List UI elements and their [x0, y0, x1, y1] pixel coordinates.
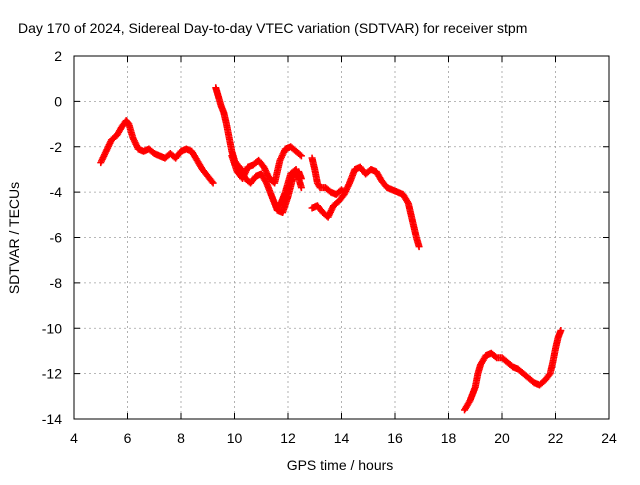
y-tick-label: -2	[50, 139, 63, 155]
x-tick-label: 6	[124, 430, 132, 446]
x-tick-label: 24	[601, 430, 617, 446]
series-segment-1	[97, 117, 217, 187]
x-tick-label: 12	[280, 430, 296, 446]
y-tick-label: -8	[50, 275, 63, 291]
x-tick-label: 14	[334, 430, 350, 446]
data-point	[208, 178, 216, 186]
data-point	[415, 243, 423, 251]
y-tick-label: -6	[50, 230, 63, 246]
data-point	[557, 327, 565, 335]
data-point	[297, 152, 305, 160]
series-segment-3	[228, 143, 305, 187]
x-tick-label: 20	[494, 430, 510, 446]
x-tick-label: 4	[70, 430, 78, 446]
x-tick-label: 18	[441, 430, 457, 446]
x-tick-label: 16	[387, 430, 403, 446]
chart-title: Day 170 of 2024, Sidereal Day-to-day VTE…	[18, 20, 527, 36]
y-tick-label: 0	[54, 93, 62, 109]
axes: 4 6 8 10 12 14 16 18 20 22 24 -14 -12 -10 -8 -6 -4 -2 0 2	[42, 48, 617, 446]
plot-frame	[73, 55, 610, 420]
series-segment-4	[276, 165, 305, 210]
y-tick-label: -10	[42, 320, 62, 336]
x-tick-label: 10	[227, 430, 243, 446]
data-points	[97, 84, 565, 414]
y-tick-label: 2	[54, 48, 62, 64]
y-tick-label: -12	[42, 366, 62, 382]
y-tick-label: -14	[42, 411, 62, 427]
data-point	[296, 151, 304, 159]
y-axis-label: SDTVAR / TECUs	[6, 182, 22, 294]
x-tick-label: 8	[177, 430, 185, 446]
x-axis-label: GPS time / hours	[287, 457, 394, 473]
data-point	[209, 179, 217, 187]
series-segment-7	[461, 327, 565, 414]
y-tick-label: -4	[50, 184, 63, 200]
series-segment-6	[308, 163, 423, 251]
x-tick-label: 22	[548, 430, 564, 446]
data-point	[297, 184, 305, 192]
